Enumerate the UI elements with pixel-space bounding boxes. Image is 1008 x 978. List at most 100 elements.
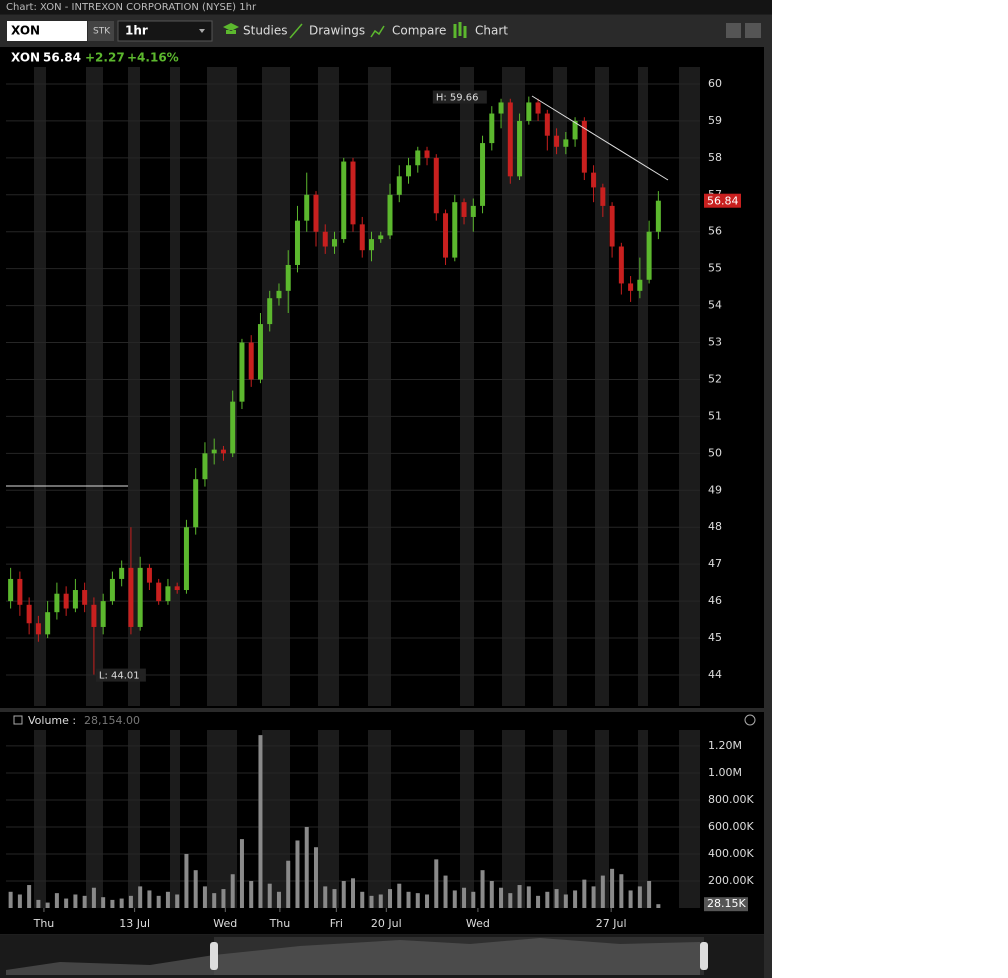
candle-body (239, 342, 245, 402)
sec-type[interactable] (88, 21, 114, 41)
navigator-handle-left[interactable] (210, 942, 218, 970)
y-tick-label: 53 (708, 336, 722, 349)
navigator-handle-right[interactable] (700, 942, 708, 970)
session-band (679, 67, 700, 706)
y-tick-label: 52 (708, 372, 722, 385)
close-study[interactable] (744, 714, 756, 726)
quote-change: +2.27 (85, 51, 125, 65)
title-bar (0, 0, 772, 14)
interval-select[interactable] (117, 20, 213, 42)
candle-body (637, 279, 643, 291)
volume-bar (628, 890, 633, 908)
y-tick-label: 46 (708, 594, 722, 607)
volume-bar (73, 894, 78, 908)
candle-body (294, 220, 300, 265)
y-tick-label: 56 (708, 225, 722, 238)
volume-bar (138, 886, 143, 908)
volume-bar (147, 890, 152, 908)
volume-bar (341, 880, 346, 908)
symbol-input[interactable] (7, 21, 87, 41)
navigator-window[interactable] (214, 937, 704, 975)
candle-body (655, 200, 661, 232)
compare-button[interactable]: Compare (392, 24, 446, 38)
session-band (638, 67, 648, 706)
volume-title: Volume : (28, 714, 76, 727)
collapse-button[interactable] (13, 715, 23, 725)
studies-button[interactable]: Studies (243, 24, 288, 38)
scrollbar (764, 15, 772, 978)
x-tick-label: Wed (466, 917, 490, 930)
candle-body (581, 120, 587, 173)
session-band (128, 730, 140, 908)
y-tick-label: 54 (708, 299, 722, 312)
volume-bar (258, 735, 263, 908)
candle-body (480, 143, 486, 206)
candle-body (137, 567, 143, 627)
volume-bar (267, 883, 272, 908)
y-tick-label: 400.00K (708, 847, 754, 860)
quote-price: 56.84 (43, 51, 81, 65)
candle-body (369, 239, 375, 251)
volume-bar (36, 899, 41, 908)
volume-bar (452, 890, 457, 908)
candle-body (17, 578, 23, 605)
last-price-label: 56.84 (707, 195, 739, 208)
candle-body (72, 590, 78, 609)
candle-body (119, 567, 125, 579)
volume-bar (600, 875, 605, 908)
x-tick-label: Thu (269, 917, 291, 930)
volume-bar (184, 853, 189, 908)
volume-bar (517, 885, 522, 908)
volume-bar (332, 889, 337, 908)
drawings-button[interactable]: Drawings (309, 24, 365, 38)
high-label-bg (432, 90, 487, 104)
candle-body (165, 586, 171, 602)
candle-body (341, 161, 347, 240)
volume-bar (249, 880, 254, 908)
volume-bar (128, 895, 133, 908)
candle-body (396, 176, 402, 195)
session-band (207, 67, 237, 706)
volume-bar (313, 847, 318, 908)
candle-body (91, 604, 97, 627)
volume-bar (17, 894, 22, 908)
x-tick-label: 13 Jul (119, 917, 150, 930)
volume-bar (378, 894, 383, 908)
volume-bar (415, 893, 420, 908)
volume-bar (637, 886, 642, 908)
session-band (86, 67, 103, 706)
link-button[interactable] (745, 23, 761, 38)
candle-body (470, 205, 476, 217)
candle-body (591, 172, 597, 188)
session-band (638, 730, 648, 908)
candle-body (183, 527, 189, 591)
y-tick-label: 800.00K (708, 793, 754, 806)
candle-body (331, 239, 337, 247)
y-tick-label: 58 (708, 151, 722, 164)
volume-bar (101, 897, 106, 908)
volume-bar (221, 889, 226, 908)
session-band (34, 67, 46, 706)
volume-bar (230, 874, 235, 908)
candle-body (433, 157, 439, 214)
candle-body (257, 324, 263, 380)
y-tick-label: 49 (708, 483, 722, 496)
session-bands (34, 67, 700, 908)
volume-bar (406, 891, 411, 908)
volume-bar (239, 839, 244, 908)
compare-icon (370, 25, 385, 38)
x-tick-label: Wed (213, 917, 237, 930)
menu-button[interactable] (726, 23, 741, 38)
candle-body (378, 235, 384, 240)
x-tick-label: Thu (33, 917, 55, 930)
last-volume-tag (704, 897, 748, 912)
x-tick-label: 20 Jul (371, 917, 402, 930)
volume-bar (45, 902, 50, 908)
candle-body (507, 102, 513, 177)
volume-bar (119, 898, 124, 908)
volume-bar (554, 889, 559, 908)
pane-divider (0, 708, 764, 712)
session-band (262, 67, 290, 706)
volume-bar (360, 891, 365, 908)
chart-button[interactable]: Chart (475, 24, 508, 38)
